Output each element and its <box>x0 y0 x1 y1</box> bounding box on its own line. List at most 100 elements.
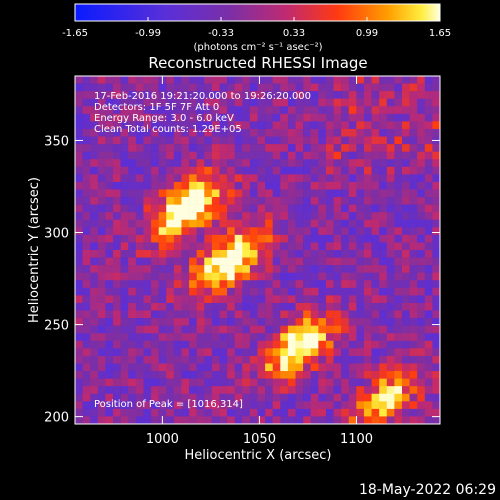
heatmap-cell <box>90 174 99 183</box>
heatmap-cell <box>348 174 357 183</box>
heatmap-cell <box>234 250 243 258</box>
heatmap-cell <box>401 408 410 417</box>
heatmap-cell <box>257 166 266 175</box>
heatmap-cell <box>371 416 380 425</box>
heatmap-cell <box>280 76 289 84</box>
heatmap-cell <box>257 76 266 84</box>
heatmap-cell <box>409 302 418 311</box>
heatmap-cell <box>196 136 205 145</box>
heatmap-cell <box>75 272 83 281</box>
heatmap-cell <box>173 393 182 402</box>
heatmap-cell <box>303 393 312 402</box>
chart-title: Reconstructed RHESSI Image <box>148 54 367 72</box>
heatmap-cell <box>280 295 289 304</box>
heatmap-cell <box>227 348 235 357</box>
heatmap-cell <box>143 181 152 190</box>
heatmap-cell <box>227 212 235 221</box>
heatmap-cell <box>82 159 91 168</box>
heatmap-cell <box>432 386 441 395</box>
heatmap-cell <box>242 318 251 326</box>
heatmap-cell <box>158 121 167 130</box>
heatmap-cell <box>196 416 205 425</box>
heatmap-cell <box>181 83 190 92</box>
heatmap-cell <box>97 189 106 198</box>
heatmap-cell <box>424 363 433 372</box>
heatmap-cell <box>113 242 121 251</box>
heatmap-cell <box>204 378 213 387</box>
heatmap-cell <box>113 106 121 115</box>
heatmap-cell <box>196 302 205 311</box>
heatmap-cell <box>272 151 281 160</box>
heatmap-cell <box>265 151 273 160</box>
heatmap-cell <box>325 128 334 137</box>
heatmap-cell <box>242 219 251 228</box>
heatmap-cell <box>181 340 190 349</box>
heatmap-cell <box>409 393 418 402</box>
heatmap-cell <box>394 219 403 228</box>
heatmap-cell <box>143 144 152 152</box>
heatmap-cell <box>356 416 365 425</box>
heatmap-cell <box>181 371 190 379</box>
annotation-time-range: 17-Feb-2016 19:21:20.000 to 19:26:20.000 <box>94 91 311 102</box>
heatmap-cell <box>128 371 137 379</box>
heatmap-cell <box>227 144 235 152</box>
heatmap-cell <box>325 386 334 395</box>
heatmap-cell <box>356 234 365 243</box>
heatmap-cell <box>97 333 106 342</box>
heatmap-cell <box>310 272 319 281</box>
heatmap-cell <box>394 340 403 349</box>
heatmap-cell <box>325 325 334 334</box>
heatmap-cell <box>280 136 289 145</box>
heatmap-cell <box>234 234 243 243</box>
heatmap-cell <box>280 325 289 334</box>
heatmap-cell <box>135 371 144 379</box>
heatmap-cell <box>227 280 235 289</box>
heatmap-cell <box>219 91 228 99</box>
heatmap-cell <box>318 189 327 198</box>
heatmap-cell <box>295 348 304 357</box>
heatmap-cell <box>401 302 410 311</box>
heatmap-cell <box>379 333 388 342</box>
heatmap-cell <box>249 91 258 99</box>
heatmap-cell <box>401 204 410 213</box>
heatmap-cell <box>394 242 403 251</box>
heatmap-cell <box>189 310 197 319</box>
heatmap-cell <box>401 310 410 319</box>
heatmap-cell <box>75 166 83 175</box>
heatmap-cell <box>158 287 167 296</box>
heatmap-cell <box>204 348 213 357</box>
heatmap-cell <box>287 393 296 402</box>
heatmap-cell <box>196 159 205 168</box>
heatmap-cell <box>82 113 91 122</box>
heatmap-cell <box>105 386 114 395</box>
heatmap-cell <box>265 355 273 364</box>
heatmap-cell <box>90 318 99 326</box>
heatmap-cell <box>181 250 190 258</box>
heatmap-cell <box>432 401 441 410</box>
heatmap-cell <box>379 272 388 281</box>
heatmap-cell <box>249 386 258 395</box>
heatmap-cell <box>295 250 304 258</box>
heatmap-cell <box>173 295 182 304</box>
heatmap-cell <box>151 348 159 357</box>
heatmap-cell <box>120 416 129 425</box>
heatmap-cell <box>280 113 289 122</box>
heatmap-cell <box>333 76 342 84</box>
heatmap-cell <box>379 227 388 236</box>
heatmap-cell <box>318 378 327 387</box>
heatmap-cell <box>356 151 365 160</box>
heatmap-cell <box>257 386 266 395</box>
heatmap-cell <box>348 250 357 258</box>
heatmap-cell <box>265 204 273 213</box>
heatmap-cell <box>151 318 159 326</box>
heatmap-cell <box>341 325 350 334</box>
heatmap-cell <box>379 166 388 175</box>
heatmap-cell <box>280 151 289 160</box>
heatmap-cell <box>295 151 304 160</box>
heatmap-cell <box>424 189 433 198</box>
heatmap-cell <box>318 287 327 296</box>
heatmap-cell <box>371 363 380 372</box>
heatmap-cell <box>272 212 281 221</box>
heatmap-cell <box>265 128 273 137</box>
heatmap-cell <box>348 272 357 281</box>
